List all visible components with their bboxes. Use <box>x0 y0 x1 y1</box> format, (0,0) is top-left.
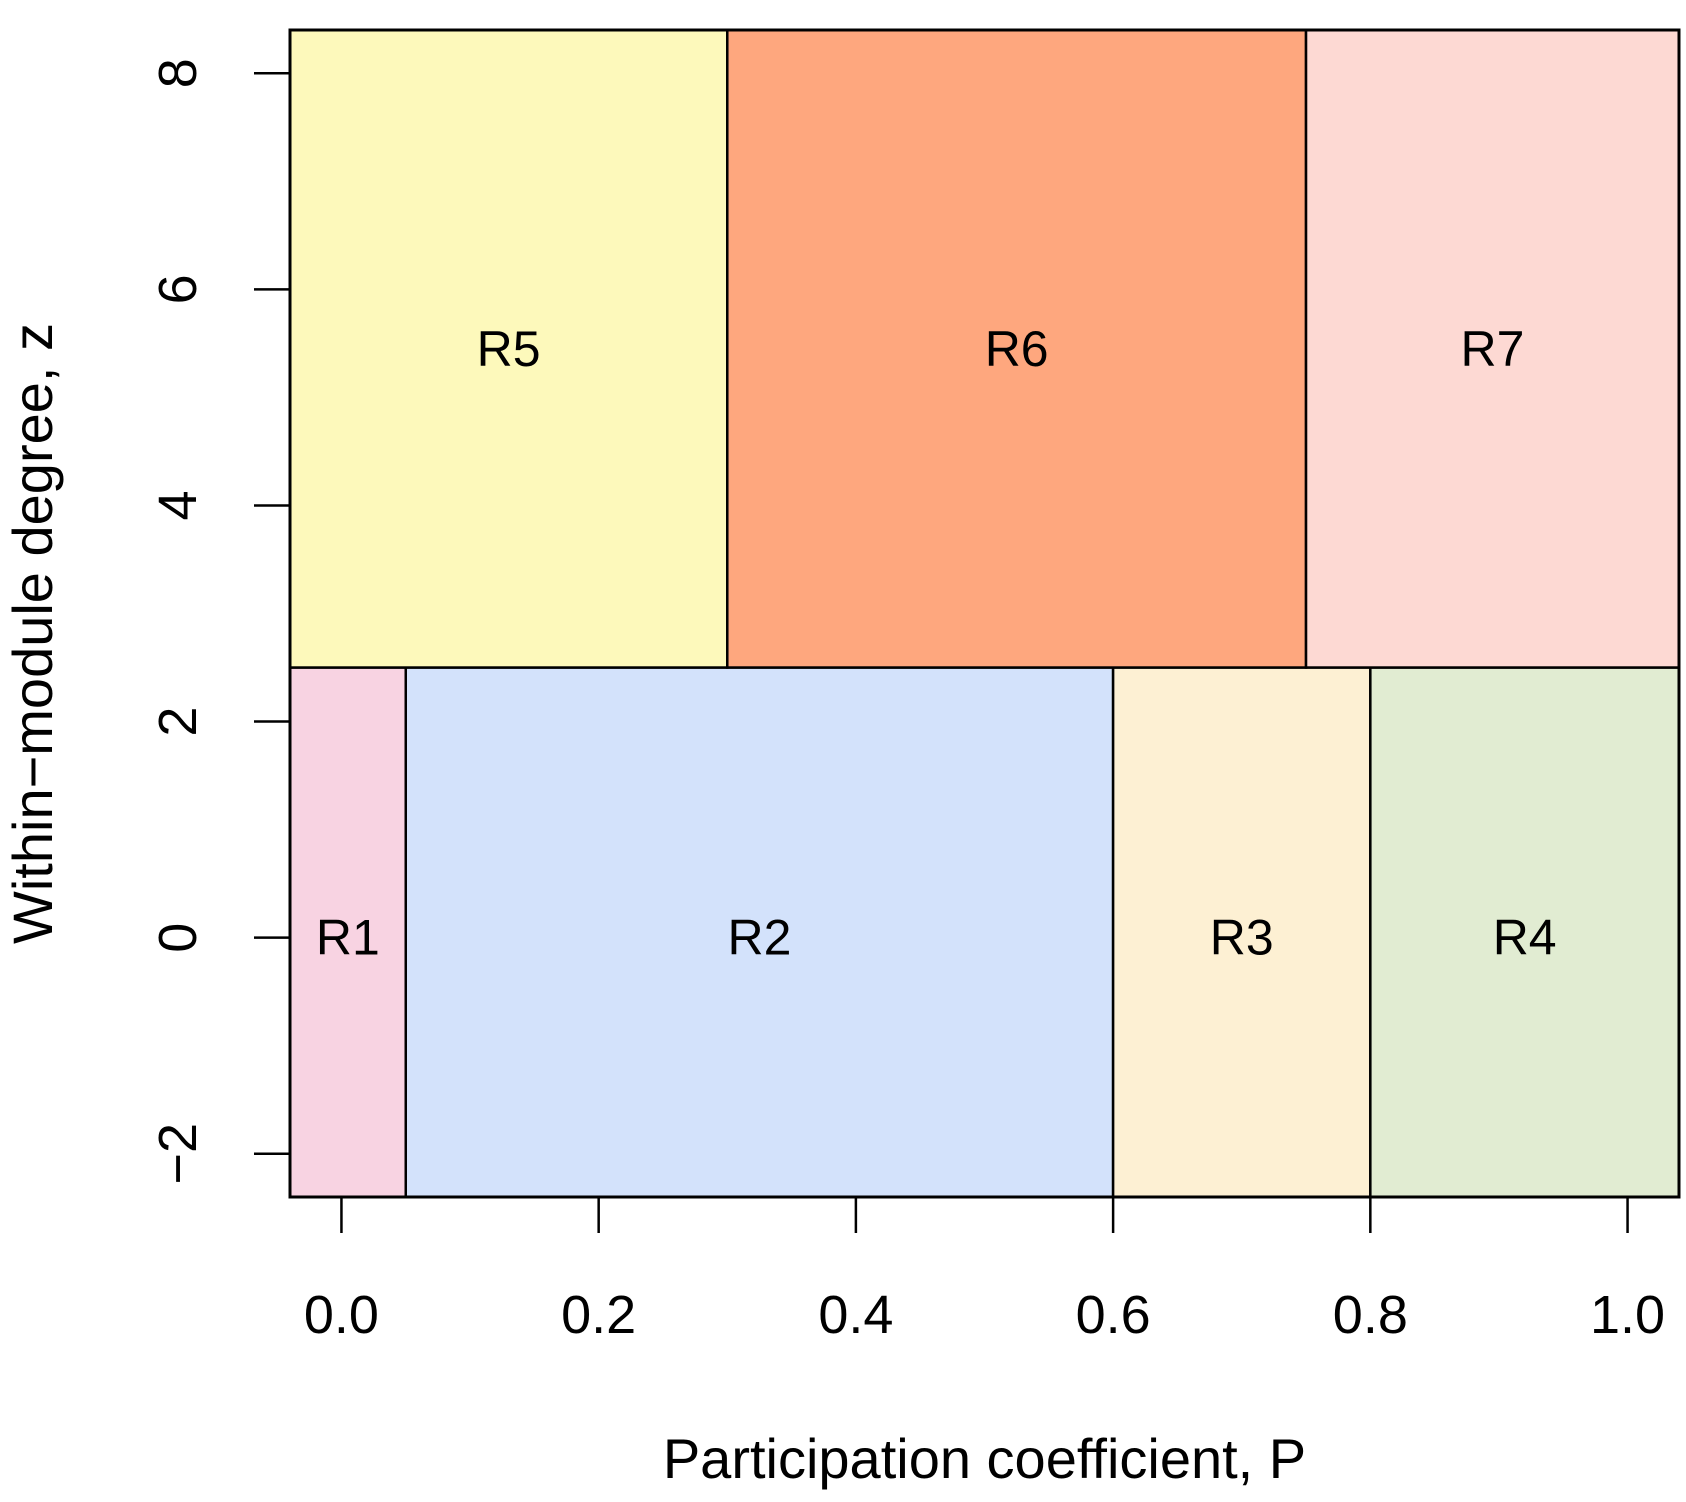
region-label-r2: R2 <box>727 910 791 966</box>
region-r4 <box>1369 666 1681 1199</box>
region-r2 <box>404 666 1115 1199</box>
x-axis-title: Participation coefficient, P <box>663 1427 1306 1490</box>
y-tick-label: 2 <box>148 707 208 737</box>
y-tick-label: 0 <box>148 923 208 953</box>
y-tick-label: 8 <box>148 58 208 88</box>
x-tick-label: 0.4 <box>818 1285 893 1345</box>
region-r5 <box>288 28 729 669</box>
region-r6 <box>726 28 1308 669</box>
x-tick-label: 0.2 <box>561 1285 636 1345</box>
y-tick-label: −2 <box>148 1123 208 1185</box>
region-label-r6: R6 <box>985 321 1049 377</box>
region-label-r7: R7 <box>1461 321 1525 377</box>
y-axis-title: Within−module degree, z <box>1 323 64 944</box>
region-labels-layer: R1 R2 R3 R4 R5 R6 R7 <box>316 321 1557 966</box>
x-tick-label: 0.6 <box>1076 1285 1151 1345</box>
region-label-r1: R1 <box>316 910 380 966</box>
regions-layer <box>288 28 1681 1199</box>
x-tick-label: 0.8 <box>1333 1285 1408 1345</box>
y-tick-label: 6 <box>148 274 208 304</box>
x-axis: 0.0 0.2 0.4 0.6 0.8 1.0 <box>304 1195 1665 1345</box>
region-label-r5: R5 <box>477 321 541 377</box>
y-axis: −2 0 2 4 6 8 <box>148 58 292 1185</box>
region-label-r4: R4 <box>1493 910 1557 966</box>
y-tick-label: 4 <box>148 490 208 520</box>
x-tick-label: 1.0 <box>1590 1285 1665 1345</box>
region-r1 <box>288 666 407 1199</box>
region-label-r3: R3 <box>1210 910 1274 966</box>
x-tick-label: 0.0 <box>304 1285 379 1345</box>
region-r7 <box>1304 28 1681 669</box>
